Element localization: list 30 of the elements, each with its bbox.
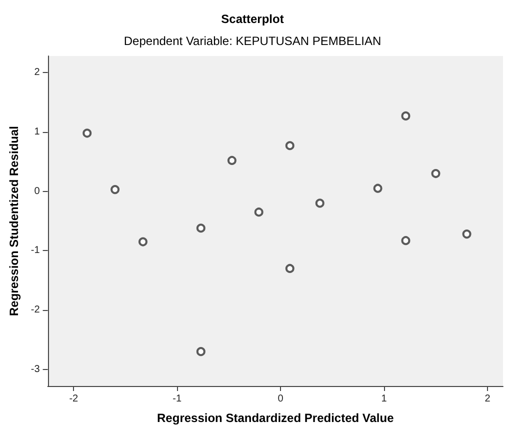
y-tick-label: -2	[30, 304, 40, 316]
y-tick-label: 2	[34, 67, 40, 78]
point	[401, 236, 410, 246]
point	[138, 237, 148, 246]
chart-subtitle: Dependent Variable: KEPUTUSAN PEMBELIAN	[124, 34, 382, 48]
x-axis-title: Regression Standardized Predicted Value	[157, 411, 394, 425]
x-tick-label: -1	[172, 394, 182, 404]
point	[285, 141, 294, 150]
x-tick-label: -2	[69, 394, 79, 404]
y-tick-label: 1	[34, 126, 40, 138]
point	[315, 198, 324, 208]
point	[82, 128, 92, 138]
point	[373, 184, 382, 193]
point	[196, 224, 206, 233]
point	[227, 156, 236, 165]
y-tick-label: -1	[30, 245, 40, 256]
x-tick-label: 1	[381, 394, 388, 404]
point	[110, 185, 120, 194]
y-tick-label: 0	[34, 186, 40, 197]
point	[254, 208, 264, 217]
point	[196, 347, 206, 356]
x-tick-label: 0	[278, 394, 284, 404]
x-tick-label: 2	[484, 394, 491, 404]
point	[285, 264, 294, 273]
chart-title: Scatterplot	[221, 12, 284, 26]
point	[462, 230, 472, 239]
y-tick-label: -3	[30, 364, 40, 375]
point	[431, 169, 440, 178]
y-axis-title: Regression Studentized Residual	[7, 126, 21, 316]
point	[401, 111, 410, 120]
